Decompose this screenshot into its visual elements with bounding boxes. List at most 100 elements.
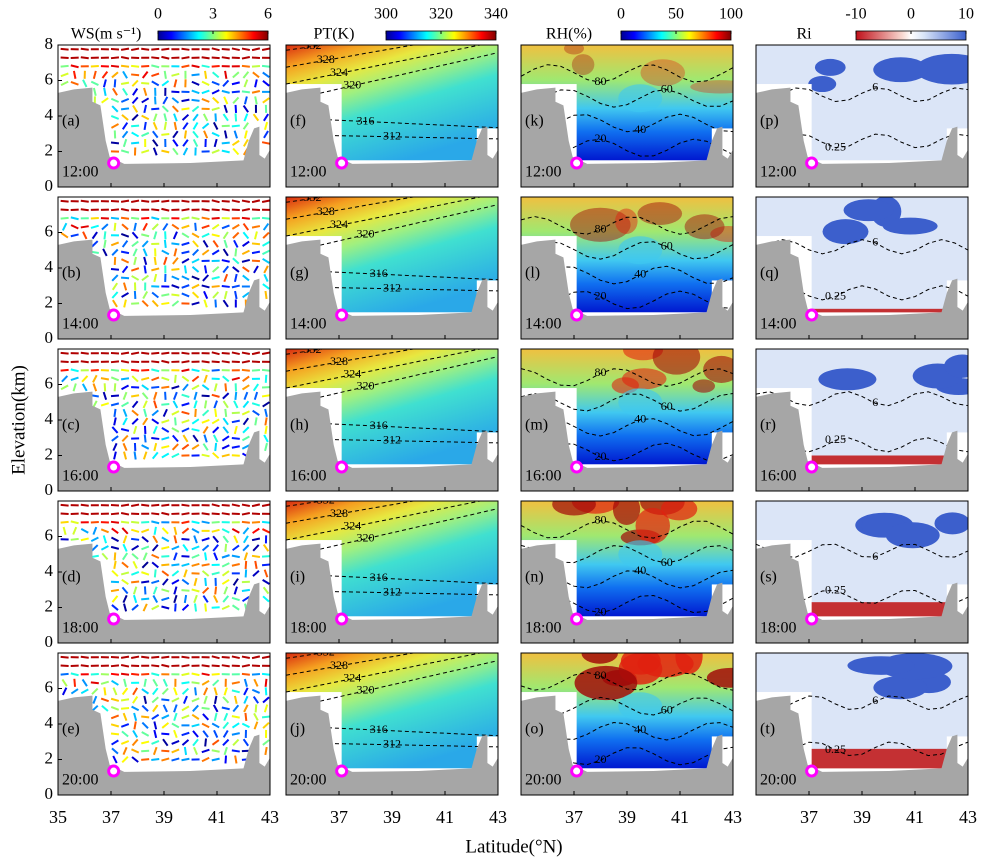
moist-blob	[637, 653, 694, 678]
wind-vector	[153, 256, 157, 266]
contour-line	[521, 520, 733, 539]
wind-vector	[231, 454, 240, 457]
wind-vector	[201, 232, 210, 238]
wind-vector	[113, 451, 117, 460]
wind-vector	[60, 216, 69, 220]
wind-vector	[253, 391, 259, 400]
wind-vector	[123, 299, 127, 308]
wind-vector	[202, 426, 209, 434]
wind-vector	[60, 503, 69, 507]
wind-vector	[100, 680, 110, 685]
wind-vector	[221, 512, 230, 516]
wind-vector	[80, 528, 89, 534]
contour-label: 320	[357, 227, 375, 241]
wind-vector	[122, 391, 128, 400]
wind-vector	[262, 97, 270, 104]
wind-vector	[132, 687, 139, 696]
wind-vector	[192, 113, 199, 122]
wind-vector	[173, 712, 178, 722]
wind-vector	[183, 130, 188, 139]
wind-vector	[213, 712, 218, 722]
wind-vector	[152, 147, 158, 156]
wind-vector	[142, 451, 148, 460]
wind-vector	[214, 586, 218, 595]
wind-vector	[202, 274, 210, 282]
contour-label: 316	[370, 722, 388, 736]
site-marker	[805, 308, 819, 322]
wind-vector	[81, 375, 89, 383]
wind-vector	[212, 704, 219, 713]
wind-vector	[110, 588, 120, 593]
wind-vector	[233, 239, 239, 248]
wind-vector	[221, 444, 230, 450]
wind-vector	[212, 679, 220, 687]
wind-vector	[113, 222, 117, 231]
wind-vector	[253, 721, 259, 730]
moist-blob	[703, 355, 733, 383]
wind-vector	[233, 695, 238, 704]
wind-vector	[232, 147, 240, 156]
colorbar-tick-label: 320	[429, 6, 453, 23]
wind-vector	[252, 113, 260, 122]
dry-blob	[618, 540, 663, 569]
wind-vector	[131, 124, 140, 128]
contour-label: 6	[872, 395, 878, 409]
wind-vector	[262, 283, 270, 290]
wind-vector	[221, 360, 230, 364]
wind-vector	[121, 265, 129, 274]
dry-blob	[618, 388, 663, 417]
wind-vector	[192, 730, 199, 738]
wind-vector	[222, 299, 229, 308]
wind-vector	[241, 512, 251, 516]
wind-vector	[242, 105, 249, 113]
contour-label: 312	[383, 281, 401, 295]
wind-vector	[191, 681, 200, 685]
wind-vector	[171, 72, 180, 77]
wind-vector	[80, 503, 89, 507]
wind-vector	[233, 535, 239, 544]
wind-vector	[201, 122, 210, 130]
wind-vector	[191, 418, 200, 425]
wind-vector	[161, 133, 170, 136]
wind-vector	[143, 265, 147, 274]
panel-label: (j)	[290, 720, 305, 737]
wind-vector	[262, 586, 270, 595]
wind-vector	[192, 434, 199, 443]
wind-vector	[203, 290, 209, 300]
wind-vector	[120, 97, 130, 103]
wind-vector	[70, 368, 79, 373]
wind-vector	[131, 544, 140, 551]
wind-vector	[122, 552, 129, 561]
wind-vector	[212, 434, 219, 443]
wind-vector	[194, 687, 197, 696]
time-label: 14:00	[760, 316, 796, 333]
wind-vector	[122, 408, 128, 417]
wind-vector	[212, 544, 219, 552]
wind-vector	[120, 698, 130, 702]
wind-vector	[182, 139, 189, 147]
wind-vector	[191, 520, 200, 525]
wind-vector	[173, 687, 178, 696]
wind-vector	[151, 672, 160, 677]
contour-line	[286, 653, 483, 693]
wind-vector	[191, 291, 200, 299]
wind-vector	[193, 594, 198, 604]
wind-vector	[110, 723, 120, 728]
wind-vector	[163, 113, 168, 122]
wind-vector	[122, 87, 129, 96]
wind-vector	[201, 537, 210, 542]
wind-vector	[201, 563, 210, 567]
wind-vector	[120, 351, 130, 355]
y-tick-label: 4	[45, 257, 54, 276]
wind-vector	[192, 138, 199, 147]
wind-vector	[211, 360, 220, 364]
wind-vector	[212, 452, 220, 459]
wind-vector	[101, 552, 109, 561]
moist-blob	[637, 202, 683, 226]
wind-vector	[222, 738, 230, 747]
wind-vector	[211, 739, 220, 746]
site-marker	[805, 764, 819, 778]
wind-vector	[110, 697, 120, 702]
wind-vector	[161, 419, 170, 424]
